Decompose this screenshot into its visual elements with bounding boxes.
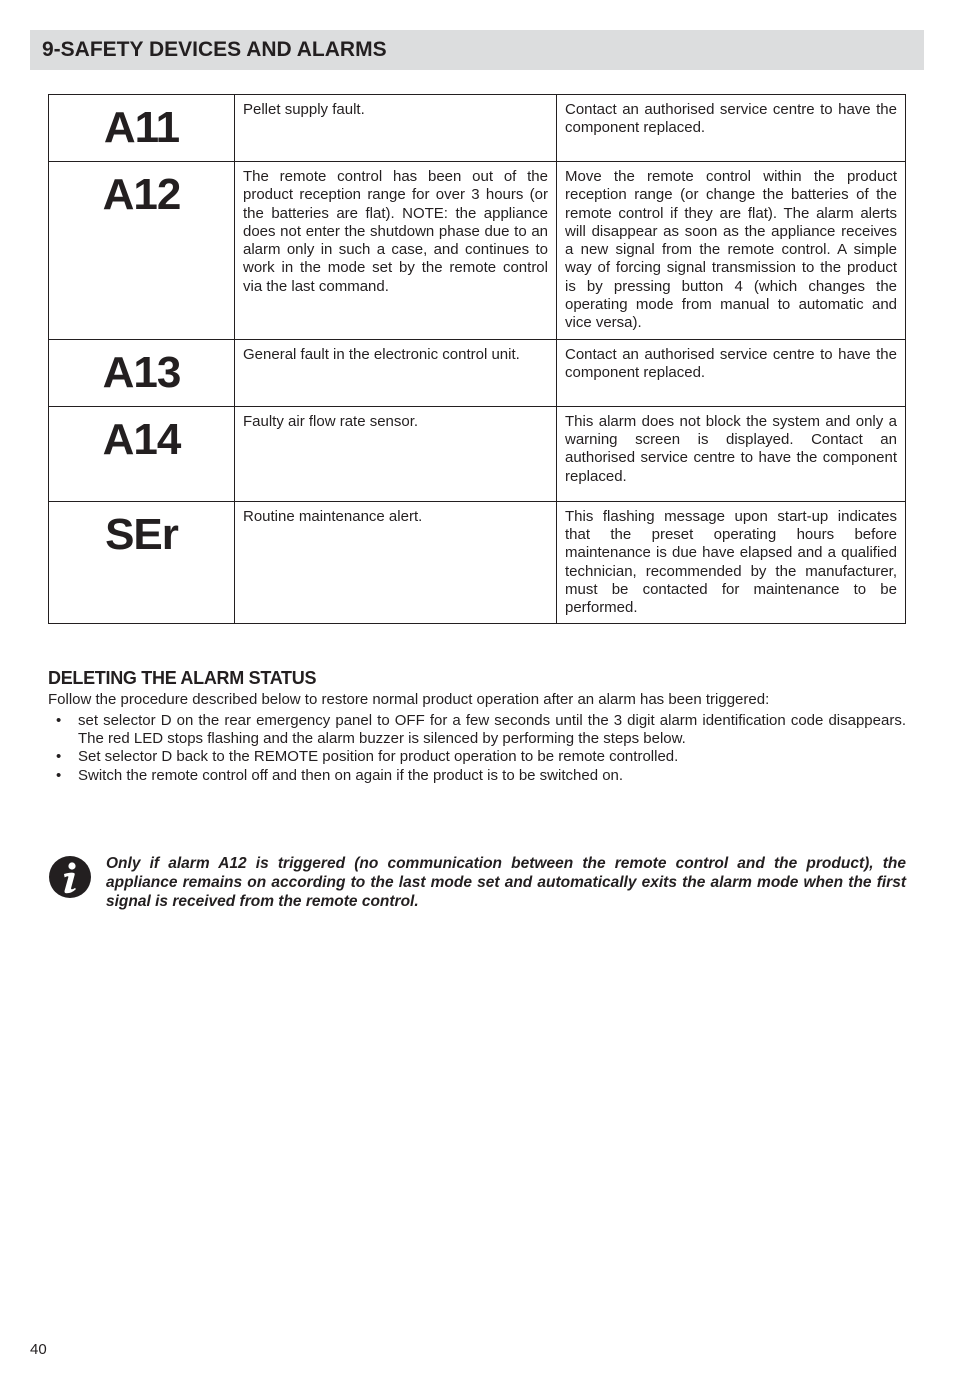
deleting-title: DELETING THE ALARM STATUS [48,668,906,689]
alarm-code: A14 [49,406,235,501]
note-block: Only if alarm A12 is triggered (no commu… [48,855,906,912]
table-row: A13General fault in the electronic contr… [49,339,906,406]
list-item: Switch the remote control off and then o… [48,767,906,785]
alarm-action: Contact an authorised service centre to … [557,339,906,406]
table-row: SErRoutine maintenance alert.This flashi… [49,501,906,624]
alarm-codes-table: A11Pellet supply fault.Contact an author… [48,94,906,624]
alarm-code: A13 [49,339,235,406]
table-row: A11Pellet supply fault.Contact an author… [49,95,906,162]
alarm-description: Routine maintenance alert. [235,501,557,624]
deleting-intro: Follow the procedure described below to … [48,691,906,709]
alarm-description: General fault in the electronic control … [235,339,557,406]
alarm-action: This alarm does not block the system and… [557,406,906,501]
table-row: A12The remote control has been out of th… [49,162,906,340]
alarm-description: Faulty air flow rate sensor. [235,406,557,501]
content-area: A11Pellet supply fault.Contact an author… [0,70,954,912]
table-row: A14Faulty air flow rate sensor.This alar… [49,406,906,501]
page-number: 40 [30,1341,47,1358]
deleting-bullets: set selector D on the rear emergency pan… [48,712,906,785]
table-body: A11Pellet supply fault.Contact an author… [49,95,906,624]
info-icon [48,855,92,899]
alarm-description: Pellet supply fault. [235,95,557,162]
alarm-description: The remote control has been out of the p… [235,162,557,340]
note-text: Only if alarm A12 is triggered (no commu… [106,855,906,912]
alarm-code: SEr [49,501,235,624]
section-title: 9-SAFETY DEVICES AND ALARMS [42,38,912,62]
section-header: 9-SAFETY DEVICES AND ALARMS [30,30,924,70]
list-item: set selector D on the rear emergency pan… [48,712,906,749]
alarm-action: Move the remote control within the produ… [557,162,906,340]
alarm-code: A11 [49,95,235,162]
list-item: Set selector D back to the REMOTE positi… [48,748,906,766]
alarm-action: Contact an authorised service centre to … [557,95,906,162]
alarm-code: A12 [49,162,235,340]
deleting-section: DELETING THE ALARM STATUS Follow the pro… [48,668,906,784]
alarm-action: This flashing message upon start-up indi… [557,501,906,624]
